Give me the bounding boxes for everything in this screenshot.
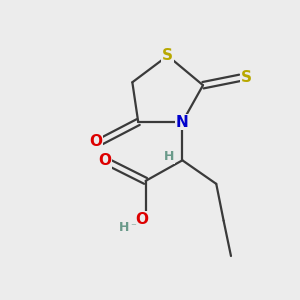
Text: N: N bbox=[176, 115, 189, 130]
Text: H: H bbox=[164, 150, 174, 163]
Text: S: S bbox=[162, 48, 173, 63]
Text: O: O bbox=[89, 134, 102, 149]
Text: S: S bbox=[241, 70, 252, 86]
Text: ⁻: ⁻ bbox=[130, 222, 136, 232]
Text: O: O bbox=[136, 212, 148, 227]
Text: H: H bbox=[119, 220, 130, 234]
Text: O: O bbox=[98, 153, 111, 168]
